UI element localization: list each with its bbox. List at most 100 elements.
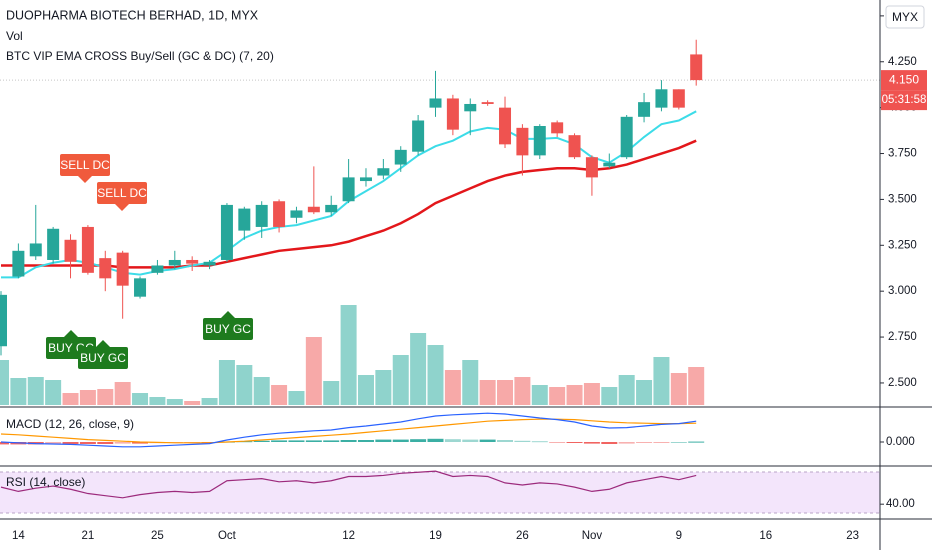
signal-arrow xyxy=(96,340,110,347)
volume-bar xyxy=(218,360,235,405)
candle-body xyxy=(499,107,512,145)
volume-bar xyxy=(583,383,600,405)
macd-hist-bar xyxy=(410,439,427,442)
volume-bar xyxy=(0,360,9,405)
rsi-y-tick-label: 40.00 xyxy=(886,498,915,510)
volume-bar xyxy=(357,375,374,405)
volume-bar xyxy=(271,385,288,405)
volume-bar xyxy=(340,305,357,405)
macd-hist-bar xyxy=(79,442,96,444)
volume-bar xyxy=(27,377,44,405)
candle-body xyxy=(0,294,7,347)
candle-body xyxy=(603,162,616,167)
macd-hist-bar xyxy=(132,442,149,444)
y-tick-label: 3.250 xyxy=(888,239,917,251)
volume-bar xyxy=(45,380,62,405)
signal-label: BUY GC xyxy=(205,322,251,336)
volume-bar xyxy=(236,365,253,405)
rsi-line xyxy=(0,470,697,499)
x-tick-label: 19 xyxy=(429,530,442,542)
last-price-label: 4.150 xyxy=(889,72,919,86)
macd-hist-bar xyxy=(531,441,548,443)
candle-body xyxy=(464,103,477,112)
last-price-badge xyxy=(881,70,927,91)
volume-bar xyxy=(253,377,270,405)
x-tick-label: 14 xyxy=(12,530,25,542)
volume-bar xyxy=(288,391,305,405)
macd-hist-bar xyxy=(62,442,79,444)
signal-arrow xyxy=(64,330,78,337)
candle-body xyxy=(394,149,407,165)
macd-hist-bar xyxy=(114,442,131,444)
volume-title: Vol xyxy=(6,29,23,43)
candle-body xyxy=(220,204,233,260)
rsi-band xyxy=(0,472,880,513)
signal-label: SELL DC xyxy=(97,186,147,200)
signal-box xyxy=(97,182,147,204)
y-tick-label: 2.500 xyxy=(888,377,917,389)
candle-body xyxy=(238,208,251,231)
candle-body xyxy=(672,89,685,108)
candle-body xyxy=(533,125,546,156)
macd-hist-bar xyxy=(462,439,479,442)
y-tick-label: 3.500 xyxy=(888,193,917,205)
volume-bar xyxy=(79,390,96,405)
signal-arrow xyxy=(78,176,92,183)
volume-bar xyxy=(114,382,131,405)
x-tick-label: 26 xyxy=(516,530,529,542)
volume-bar xyxy=(184,401,201,405)
currency-button[interactable] xyxy=(885,5,925,29)
volume-bar xyxy=(670,373,687,405)
signal-box xyxy=(60,154,110,176)
symbol-title: DUOPHARMA BIOTECH BERHAD, 1D, MYX xyxy=(6,8,259,22)
candle-body xyxy=(551,122,564,134)
macd-hist-bar xyxy=(323,440,340,442)
macd-hist-bar xyxy=(549,442,566,443)
candle-body xyxy=(29,243,42,257)
volume-bar xyxy=(392,355,409,405)
volume-bar xyxy=(305,337,322,405)
macd-hist-bar xyxy=(271,440,288,442)
indicator-title: BTC VIP EMA CROSS Buy/Sell (GC & DC) (7,… xyxy=(6,49,274,63)
macd-hist-bar xyxy=(601,442,618,444)
candle-body xyxy=(255,204,268,227)
candle-body xyxy=(151,265,164,273)
candle-body xyxy=(620,116,633,158)
macd-hist-bar xyxy=(427,438,444,442)
candle-body xyxy=(568,135,581,158)
volume-bar xyxy=(514,377,531,405)
volume-bar xyxy=(132,393,149,405)
macd-hist-bar xyxy=(97,442,114,444)
volume-bar xyxy=(323,381,340,405)
macd-signal-line xyxy=(0,418,697,444)
macd-y-tick-label: 0.000 xyxy=(886,436,915,448)
volume-bar xyxy=(688,367,705,405)
volume-bar xyxy=(97,389,114,405)
candle-body xyxy=(325,204,338,213)
candle-body xyxy=(690,54,703,81)
macd-hist-bar xyxy=(305,440,322,442)
candle-body xyxy=(638,102,651,117)
candle-body xyxy=(481,102,494,104)
macd-hist-bar xyxy=(653,442,670,443)
x-tick-label: 16 xyxy=(759,530,772,542)
macd-hist-bar xyxy=(636,442,653,443)
y-tick-label: 2.750 xyxy=(888,331,917,343)
macd-hist-bar xyxy=(392,439,409,442)
x-tick-label: 23 xyxy=(846,530,859,542)
signal-box xyxy=(78,347,128,369)
macd-hist-bar xyxy=(670,442,687,443)
candle-body xyxy=(186,259,199,264)
candle-body xyxy=(99,258,112,279)
currency-label[interactable]: MYX xyxy=(892,10,918,24)
macd-hist-bar xyxy=(0,442,9,445)
volume-bar xyxy=(166,399,183,405)
candle-body xyxy=(12,250,25,277)
candle-body xyxy=(290,210,303,218)
volume-bar xyxy=(601,387,618,405)
volume-bar xyxy=(10,378,27,405)
macd-line xyxy=(0,412,697,448)
macd-hist-bar xyxy=(253,440,270,442)
